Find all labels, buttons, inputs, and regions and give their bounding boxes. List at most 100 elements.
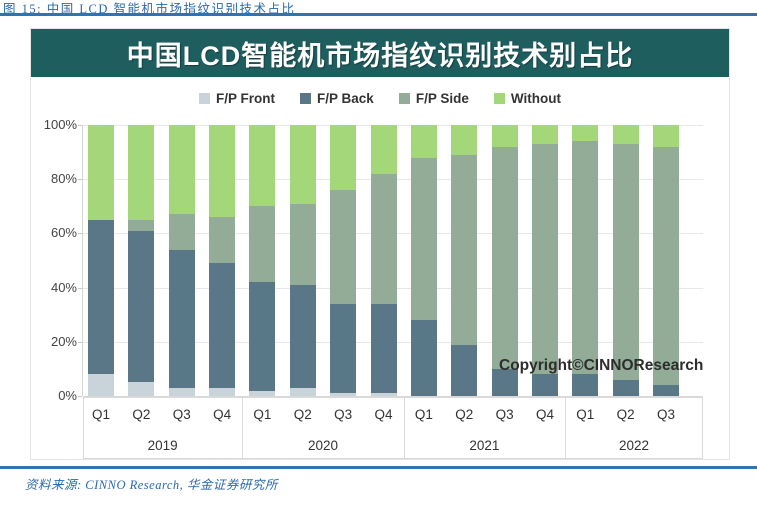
bar-2021-q2-segment-f-p-back (451, 344, 478, 396)
bar-2022-q2 (612, 125, 639, 396)
bar-2021-q3 (491, 125, 518, 396)
bar-2020-q1-segment-f-p-side (249, 206, 276, 283)
bar-2021-q1-segment-f-p-side (410, 157, 437, 321)
bar-2019-q1-segment-f-p-back (88, 219, 114, 375)
bar-2019-q1-segment-without (88, 125, 114, 220)
y-axis-tick-40 (78, 287, 82, 289)
year-label-2022: 2022 (619, 438, 650, 453)
quarter-label-2020-q3: Q3 (334, 407, 353, 422)
plot-area (78, 125, 703, 397)
bar-2021-q2 (451, 125, 478, 396)
bar-2019-q3-segment-f-p-back (168, 249, 195, 388)
bar-2020-q2-segment-without (289, 125, 316, 204)
bar-2022-q1-segment-without (572, 125, 599, 142)
bar-2021-q4-segment-f-p-back (531, 374, 558, 396)
y-axis-tick-80 (78, 179, 82, 181)
chart-card: 中国LCD智能机市场指纹识别技术别占比 F/P Front F/P Back F/P… (30, 28, 730, 460)
legend: F/P Front F/P Back F/P Side Without (31, 87, 729, 109)
y-axis-tick-100 (78, 125, 82, 126)
quarter-label-2019-q4: Q4 (213, 407, 232, 422)
legend-label-without: Without (510, 90, 561, 106)
year-group-divider-2019 (242, 398, 244, 458)
source-note: 资料来源: CINNO Research, 华金证券研究所 (25, 478, 278, 492)
y-axis-label-40: 40% (50, 279, 77, 295)
legend-label-f-p-front: F/P Front (216, 90, 276, 106)
legend-swatch-icon-f-p-side (398, 92, 410, 104)
bar-2020-q1-segment-without (249, 125, 276, 207)
quarter-label-2020-q1: Q1 (253, 407, 272, 422)
bar-2020-q4-segment-f-p-front (370, 393, 397, 396)
quarter-label-2022-q3: Q3 (657, 407, 676, 422)
year-group-divider-2021 (565, 398, 567, 458)
bar-2019-q4 (209, 125, 236, 396)
quarter-label-2021-q3: Q3 (495, 407, 514, 422)
legend-item-f-p-side: F/P Side (398, 90, 469, 106)
bar-2019-q3-segment-f-p-front (168, 387, 195, 396)
year-label-2021: 2021 (469, 438, 500, 453)
quarter-label-2019-q2: Q2 (132, 407, 151, 422)
bar-2021-q2-segment-without (451, 125, 478, 155)
chart-title: 中国LCD智能机市场指纹识别技术别占比 (126, 40, 634, 71)
bar-2022-q3-segment-f-p-back (653, 385, 680, 396)
bar-2022-q3-segment-without (653, 125, 680, 147)
y-axis-label-80: 80% (50, 171, 77, 187)
bar-2020-q1 (249, 125, 276, 396)
bar-2019-q1-segment-f-p-front (88, 374, 114, 396)
bar-2020-q2-segment-f-p-back (289, 284, 316, 388)
figure-caption: 图 15: 中国 LCD 智能机市场指纹识别技术占比 (3, 0, 296, 17)
bar-2019-q1 (88, 125, 114, 396)
quarter-label-2022-q2: Q2 (616, 407, 635, 422)
bar-2021-q3-segment-f-p-back (491, 368, 518, 396)
y-axis-line (82, 125, 83, 396)
legend-item-f-p-back: F/P Back (300, 91, 374, 106)
bar-2020-q4-segment-without (370, 125, 397, 174)
quarter-label-2021-q1: Q1 (414, 407, 433, 422)
bar-2019-q4-segment-f-p-front (209, 387, 236, 396)
bar-2022-q3 (653, 125, 680, 396)
legend-swatch-icon-f-p-front (199, 92, 211, 104)
bar-2022-q1-segment-f-p-back (572, 374, 599, 396)
bar-2019-q3 (168, 125, 195, 396)
quarter-label-2019-q3: Q3 (172, 407, 191, 422)
copyright-watermark: Copyright©CINNOResearch (499, 357, 704, 374)
legend-item-f-p-front: F/P Front (199, 91, 275, 106)
bar-2019-q2-segment-f-p-side (128, 219, 155, 231)
bar-2019-q4-segment-without (209, 125, 236, 218)
bar-2022-q1 (572, 125, 599, 396)
bar-2020-q3-segment-f-p-side (330, 190, 357, 304)
bar-2020-q4-segment-f-p-side (370, 173, 397, 304)
y-axis-label-60: 60% (50, 225, 77, 241)
bar-2022-q2-segment-f-p-side (612, 143, 639, 380)
bar-2021-q3-segment-without (491, 125, 518, 147)
quarter-label-2019-q1: Q1 (91, 407, 110, 422)
bar-2021-q4-segment-without (531, 125, 558, 144)
year-group-divider-2020 (403, 398, 405, 458)
bar-2019-q4-segment-f-p-back (209, 263, 236, 388)
bottom-divider-line (0, 466, 757, 469)
top-divider-line (0, 13, 757, 16)
quarter-label-2021-q4: Q4 (535, 407, 554, 422)
legend-swatch-icon-without (493, 92, 505, 104)
bar-2019-q2-segment-f-p-front (128, 382, 155, 396)
bar-2022-q2-segment-without (612, 125, 639, 144)
year-label-2019: 2019 (147, 438, 178, 453)
year-label-2020: 2020 (307, 438, 338, 453)
bar-2021-q3-segment-f-p-side (491, 146, 518, 369)
y-axis-label-20: 20% (50, 333, 77, 349)
y-axis-label-100: 100% (43, 117, 77, 132)
figure-caption-text: 中国 LCD 智能机市场指纹识别技术占比 (46, 2, 296, 16)
legend-item-without: Without (493, 90, 561, 106)
legend-label-f-p-side: F/P Side (415, 90, 469, 106)
bar-2020-q4-segment-f-p-back (370, 303, 397, 394)
bar-2020-q2-segment-f-p-front (289, 387, 316, 396)
bar-2020-q2 (289, 125, 316, 396)
quarter-label-2021-q2: Q2 (455, 407, 474, 422)
bar-2019-q2 (128, 125, 155, 396)
figure-caption-prefix: 图 15: (3, 2, 43, 16)
y-axis-tick-0 (78, 396, 82, 397)
quarter-label-2022-q1: Q1 (576, 407, 595, 422)
bar-2021-q1 (410, 125, 437, 396)
bar-2019-q4-segment-f-p-side (209, 217, 236, 264)
bar-2021-q1-segment-without (410, 125, 437, 158)
bar-2019-q2-segment-f-p-back (128, 230, 155, 383)
